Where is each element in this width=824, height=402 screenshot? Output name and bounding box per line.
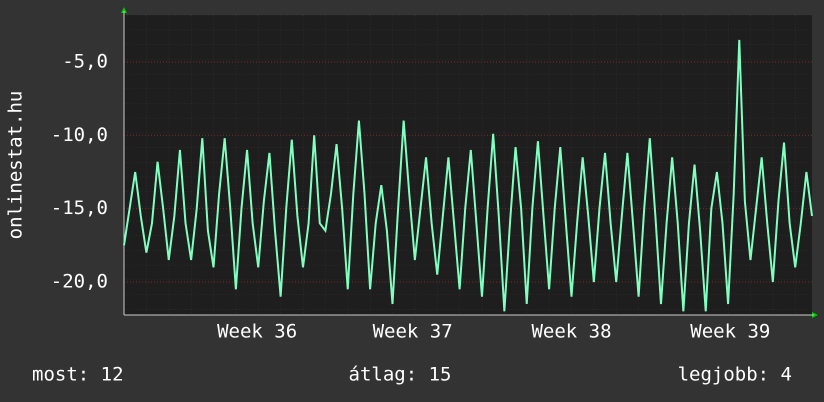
minor-grid — [124, 15, 812, 315]
axis-arrow — [121, 7, 127, 13]
data-line — [123, 39, 813, 312]
y-tick-label: -20,0 — [51, 270, 108, 292]
x-tick-label: Week 38 — [531, 321, 611, 343]
x-tick-label: Week 39 — [690, 321, 770, 343]
axis-arrow — [812, 312, 818, 318]
footer-current: most: 12 — [32, 364, 124, 386]
x-tick-label: Week 36 — [217, 321, 297, 343]
y-tick-label: -10,0 — [51, 124, 108, 146]
footer-best: legjobb: 4 — [678, 364, 792, 386]
y-axis-label: onlinestat.hu — [5, 91, 27, 240]
y-tick-label: -15,0 — [51, 197, 108, 219]
x-tick-label: Week 37 — [373, 321, 453, 343]
footer-average: átlag: 15 — [349, 364, 452, 386]
y-tick-label: -5,0 — [62, 50, 108, 72]
